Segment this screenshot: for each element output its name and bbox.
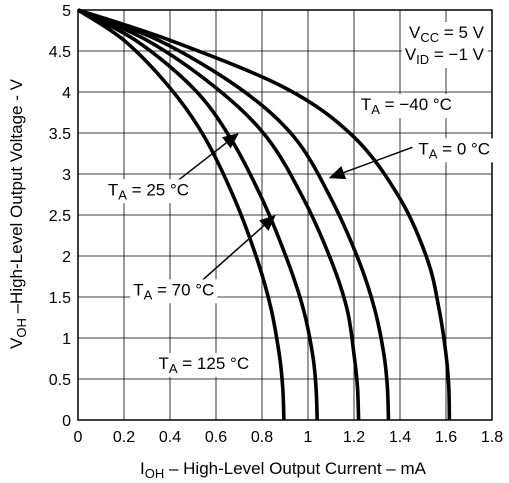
y-tick-label: 4.5	[49, 44, 71, 61]
annotation-0: TA = −40 °C	[357, 94, 455, 119]
condition-1: VID = −1 V	[401, 44, 488, 68]
annotation-4-bg	[155, 353, 253, 378]
annotation-3: TA = 70 °C	[130, 279, 218, 304]
annotation-2-text: TA = 25 °C	[108, 180, 189, 202]
curves	[77, 8, 452, 421]
series-line-3	[77, 8, 391, 421]
annotation-arrow-line	[343, 146, 413, 174]
x-tick-label: 0.8	[251, 429, 273, 446]
annotation-4: TA = 125 °C	[155, 353, 253, 378]
y-axis-label: VOH –High-Level Output Voltage - V	[7, 78, 29, 349]
x-tick-label: 0.2	[113, 429, 135, 446]
annotation-arrow-head	[328, 166, 347, 180]
series-line-4	[77, 8, 452, 421]
annotation-1-bg	[415, 138, 494, 163]
x-axis-label: IOH – High-Level Output Current – mA	[140, 459, 427, 481]
condition-1-text: VID = −1 V	[405, 45, 485, 67]
annotation-3-text: TA = 70 °C	[133, 280, 214, 302]
x-tick-label: 1.8	[481, 429, 503, 446]
series-line-2	[77, 8, 361, 421]
x-tick-label: 0	[74, 429, 83, 446]
plot-frame	[77, 9, 493, 421]
annotation-1-text: TA = 0 °C	[418, 139, 490, 161]
grid	[78, 10, 492, 420]
condition-0: VCC = 5 V	[405, 22, 488, 46]
annotation-arrow-head	[259, 215, 276, 231]
x-tick-label: 1.2	[343, 429, 365, 446]
condition-1-bg	[401, 44, 488, 68]
x-tick-label: 0.4	[159, 429, 181, 446]
y-tick-label: 0	[62, 413, 71, 430]
annotation-2: TA = 25 °C	[104, 179, 193, 204]
annotation-0-text: TA = −40 °C	[361, 95, 452, 117]
x-tick-label: 1	[304, 429, 313, 446]
annotation-3-bg	[130, 279, 218, 304]
annotation-2-bg	[104, 179, 193, 204]
y-tick-label: 2.5	[49, 208, 71, 225]
annotation-4-text: TA = 125 °C	[159, 354, 250, 376]
condition-0-bg	[405, 22, 488, 46]
y-tick-label: 3.5	[49, 126, 71, 143]
y-tick-label: 3	[62, 167, 71, 184]
annotation-1: TA = 0 °C	[415, 138, 494, 163]
annotation-0-bg	[357, 94, 455, 119]
x-tick-label: 1.6	[435, 429, 457, 446]
x-tick-labels: 0 0.2 0.4 0.6 0.8 1 1.2 1.4 1.6 1.8	[74, 429, 504, 446]
x-tick-label: 0.6	[205, 429, 227, 446]
annotations: TA = −40 °C TA = 0 °C TA = 25 °C TA = 70 °C…	[104, 94, 494, 378]
y-tick-labels: 0 0.5 1 1.5 2 2.5 3 3.5 4 4.5 5	[49, 3, 71, 430]
y-tick-label: 0.5	[49, 372, 71, 389]
y-tick-label: 2	[62, 249, 71, 266]
annotation-arrow-line	[192, 225, 265, 289]
y-tick-label: 4	[62, 85, 71, 102]
annotation-arrow-head	[222, 133, 239, 149]
series-line-0	[77, 8, 286, 421]
x-tick-label: 1.4	[389, 429, 411, 446]
y-tick-label: 1	[62, 331, 71, 348]
y-tick-label: 5	[62, 3, 71, 20]
y-tick-label: 1.5	[49, 290, 71, 307]
condition-0-text: VCC = 5 V	[409, 23, 485, 45]
